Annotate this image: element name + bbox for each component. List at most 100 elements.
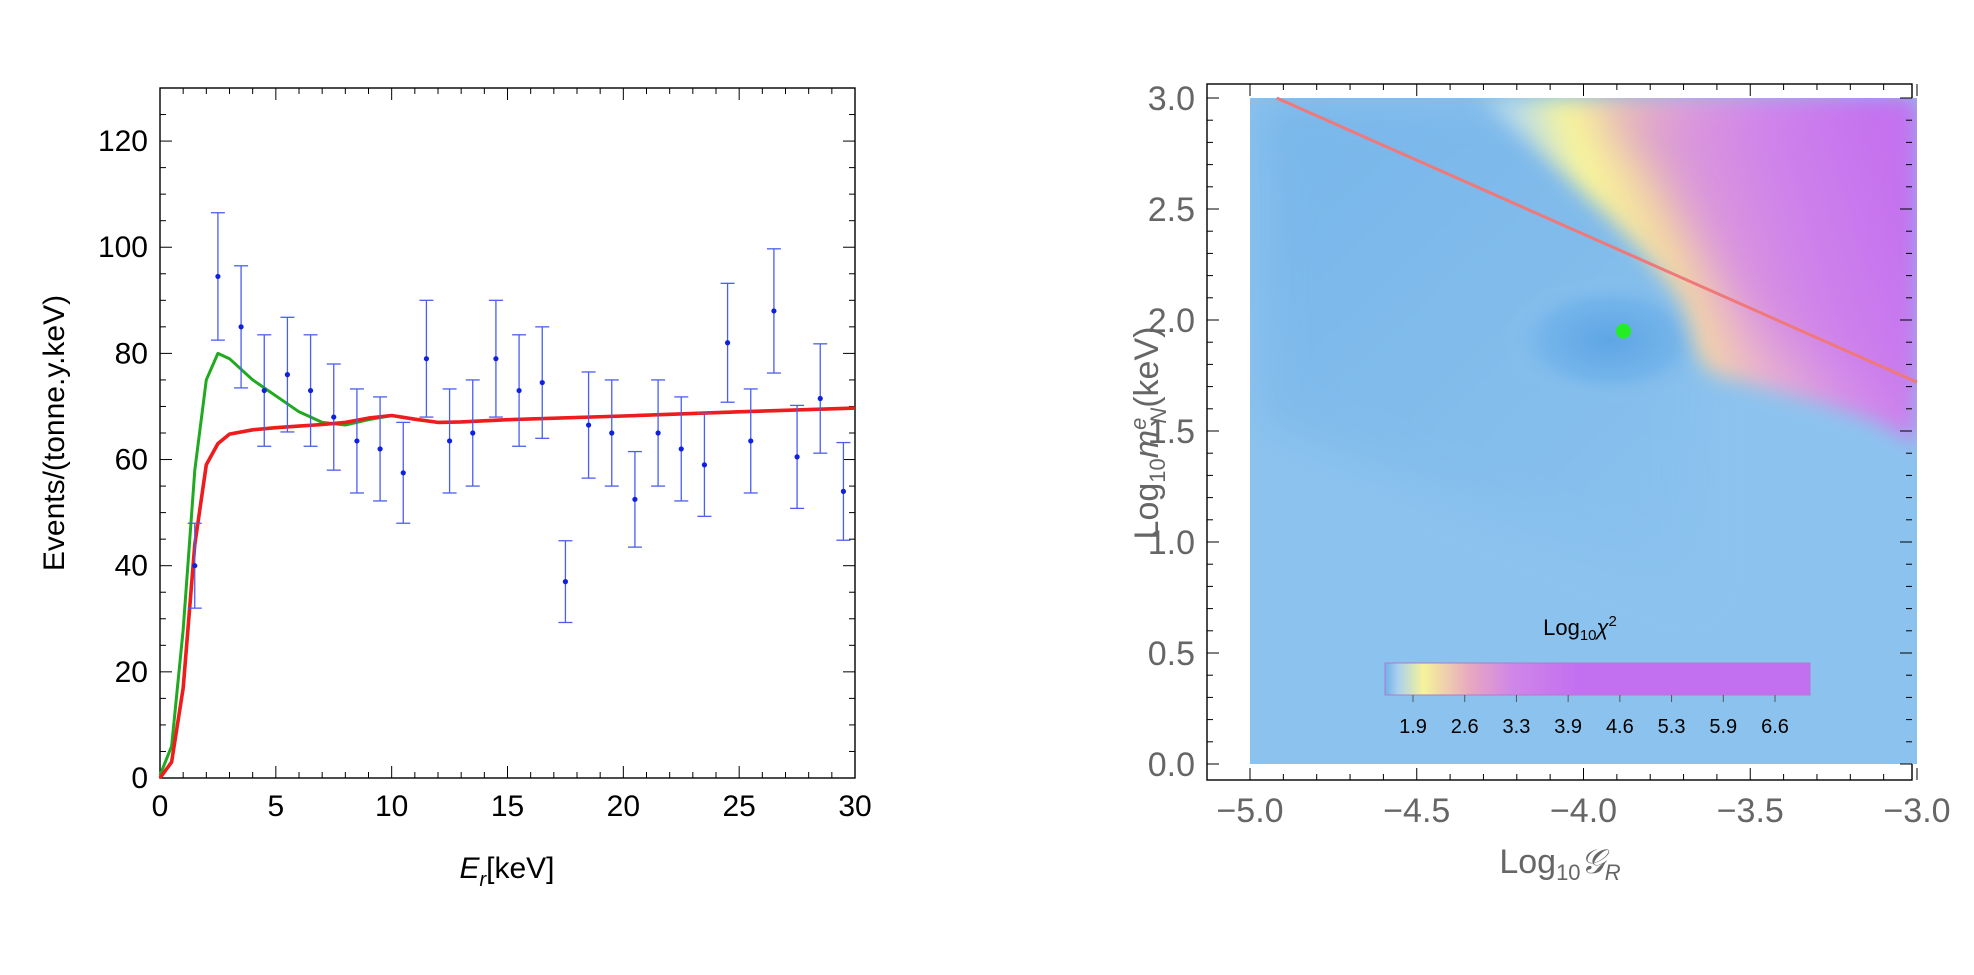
right-x-tick-label: −3.5 (1717, 792, 1784, 830)
right-overlay-group (1276, 96, 1918, 384)
right-x-tick-label: −5.0 (1216, 792, 1283, 830)
colorbar-ticks: 1.9 2.6 3.3 3.9 4.6 5.3 5.9 6.6 (1399, 695, 1789, 738)
colorbar-title: Log10χ2 (1543, 613, 1617, 644)
left-series-red-line (158, 406, 856, 780)
data-point (331, 414, 337, 420)
data-point (562, 579, 569, 585)
right-x-label-symbol-sub: R (1605, 860, 1621, 885)
left-axis-ticks: 0 5 10 15 20 25 30 0 20 40 60 80 100 120 (98, 125, 872, 823)
right-y-tick-label: 2.5 (1148, 191, 1195, 229)
data-point (678, 446, 684, 452)
colorbar: Log10χ2 1.9 2.6 3.3 3.9 4.6 5.3 5.9 6.6 (1384, 613, 1811, 738)
heatmap-high-region (1590, 98, 1917, 395)
data-point (377, 446, 383, 452)
right-x-label-sub: 10 (1556, 860, 1580, 885)
right-y-label-m: m (1128, 430, 1166, 458)
colorbar-tick-label: 1.9 (1399, 716, 1427, 738)
left-data-points (187, 212, 851, 624)
left-y-axis-label: Events/(tonne.y.keV) (38, 295, 71, 571)
left-x-tick-label: 5 (267, 790, 284, 823)
right-x-axis-label: Log10𝒢R (1499, 843, 1620, 885)
data-point (516, 387, 522, 394)
left-x-tick-label: 0 (152, 790, 169, 823)
data-point (470, 430, 476, 436)
left-x-label-sub: r (479, 869, 487, 891)
left-x-tick-label: 10 (375, 790, 408, 823)
right-y-tick-label: 3.0 (1148, 80, 1195, 118)
data-point (493, 356, 499, 362)
colorbar-tick-label: 4.6 (1606, 716, 1634, 738)
data-point (771, 308, 777, 314)
data-point (354, 438, 360, 444)
colorbar-tick-label: 5.9 (1709, 716, 1737, 738)
data-point (655, 430, 661, 436)
data-point (446, 438, 453, 444)
right-y-tick-label: 0.5 (1148, 635, 1195, 673)
left-x-tick-label: 30 (838, 790, 871, 823)
right-chart: −5.0 −4.5 −4.0 −3.5 −3.0 0.0 0.5 1.0 1.5 2.0 2.5 3.… (1126, 80, 1951, 885)
left-y-tick-label: 40 (115, 550, 148, 583)
right-x-tick-label: −4.5 (1383, 792, 1450, 830)
left-minor-ticks (159, 87, 856, 779)
data-point (307, 387, 314, 394)
right-x-tick-label: −3.0 (1883, 792, 1950, 830)
left-x-tick-label: 15 (491, 790, 524, 823)
left-y-tick-label: 80 (115, 337, 148, 370)
heatmap-darker-region (1260, 98, 1700, 600)
left-y-tick-label: 60 (115, 444, 148, 477)
right-axis-ticks: −5.0 −4.5 −4.0 −3.5 −3.0 0.0 0.5 1.0 1.5 2.0 2.5 3.… (1148, 80, 1951, 830)
data-point (585, 422, 592, 428)
right-y-tick-label: 0.0 (1148, 746, 1195, 784)
right-y-tick-label: 1.5 (1148, 413, 1195, 451)
heatmap-field (1250, 98, 1917, 764)
data-point (794, 454, 800, 460)
right-y-tick-label: 2.0 (1148, 302, 1195, 340)
best-fit-point (1616, 323, 1632, 339)
data-point (284, 372, 291, 378)
data-point (238, 324, 244, 330)
right-y-label-sub2: N (1146, 408, 1171, 424)
data-point (817, 395, 823, 402)
left-y-tick-label: 100 (98, 231, 148, 264)
colorbar-tick-label: 3.3 (1503, 716, 1531, 738)
left-plot-frame (159, 87, 856, 779)
left-x-tick-label: 25 (722, 790, 755, 823)
left-y-tick-label: 20 (115, 656, 148, 689)
right-y-axis-label: Log10meN(keV) (1126, 327, 1171, 540)
data-point (840, 488, 847, 494)
right-minor-ticks (1207, 84, 1918, 780)
colorbar-gradient (1384, 662, 1811, 696)
colorbar-tick-label: 5.3 (1658, 716, 1686, 738)
colorbar-title-main: Log (1543, 615, 1580, 640)
right-y-tick-label: 1.0 (1148, 524, 1195, 562)
right-x-label-main: Log (1499, 843, 1556, 881)
right-x-label-symbol: 𝒢 (1581, 843, 1610, 881)
right-y-label-sub: 10 (1145, 458, 1170, 482)
right-y-label-sup: e (1126, 418, 1151, 430)
data-point (400, 470, 406, 476)
colorbar-tick-label: 2.6 (1451, 716, 1479, 738)
data-point (724, 340, 731, 346)
left-y-tick-label: 120 (98, 125, 148, 158)
colorbar-title-sub: 10 (1580, 627, 1597, 644)
data-point (423, 356, 430, 362)
data-point (192, 563, 198, 569)
left-x-label-symbol: E (459, 852, 480, 885)
left-x-tick-label: 20 (607, 790, 640, 823)
left-x-axis-label: Er[keV] (459, 852, 554, 891)
data-point (215, 273, 221, 280)
bound-line (1276, 96, 1918, 384)
colorbar-tick-label: 6.6 (1761, 716, 1789, 738)
colorbar-title-sup: 2 (1609, 613, 1617, 630)
data-point (748, 438, 754, 444)
colorbar-title-chi: χ (1595, 615, 1610, 640)
left-x-label-unit: [keV] (486, 852, 554, 885)
data-point (701, 462, 708, 468)
right-y-label-main: Log (1128, 483, 1166, 540)
left-y-tick-label: 0 (131, 762, 148, 795)
right-x-tick-label: −4.0 (1550, 792, 1617, 830)
right-y-label-unit: (keV) (1128, 327, 1166, 408)
colorbar-tick-label: 3.9 (1554, 716, 1582, 738)
data-point (539, 379, 545, 386)
